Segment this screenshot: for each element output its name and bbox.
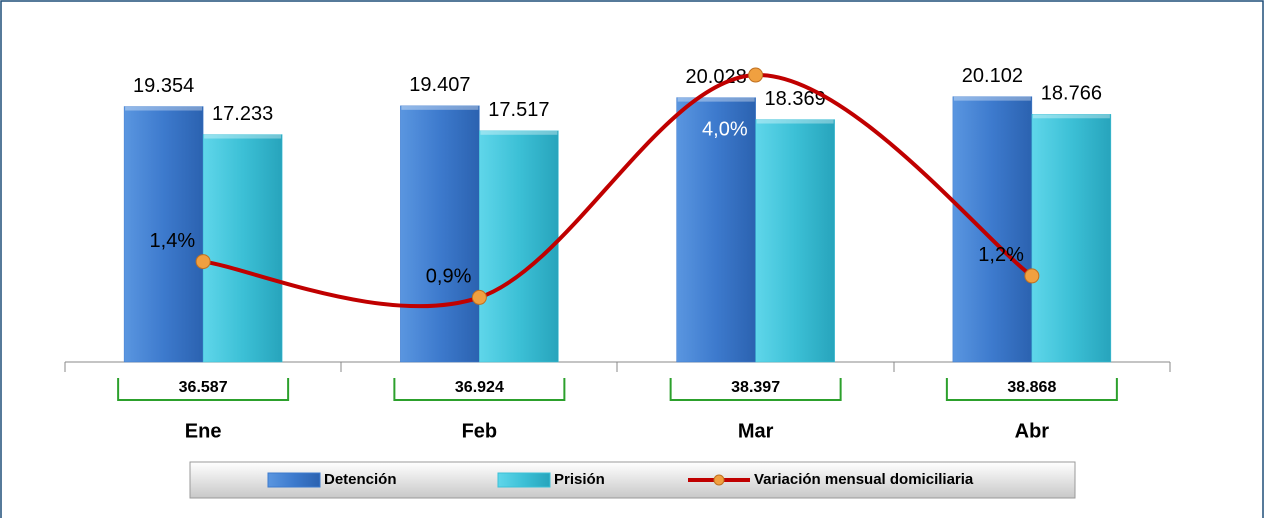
total-label: 38.397 [731,379,780,396]
x-tick-label: Abr [1015,420,1050,442]
total-label: 36.587 [179,379,228,396]
x-tick-label: Feb [462,420,498,442]
x-tick-label: Mar [738,420,774,442]
legend-label: Prisión [554,471,605,488]
bar [755,119,835,363]
value-label: 19.354 [133,75,194,97]
line [202,73,1034,309]
line-marker [471,289,487,305]
bar-bevel [756,119,834,124]
value-label: 20.102 [962,65,1023,87]
bar-bevel [677,97,755,102]
line-value-label: 1,2% [978,244,1024,266]
total-bracket [669,378,842,401]
bar [952,96,1033,363]
total-label: 38.868 [1007,379,1056,396]
total-bracket [117,378,290,401]
line-value-label: 0,9% [426,266,472,288]
legend-label: Variación mensual domiciliaria [754,471,974,488]
line-marker [1024,268,1040,284]
bar [123,106,204,363]
line-value-label: 4,0% [702,118,748,140]
bar-bevel [401,105,479,110]
value-label: 17.233 [212,103,273,125]
total-bracket [393,378,566,401]
total-bracket [945,378,1118,401]
bar [202,134,283,363]
legend-box [189,461,1076,499]
bar [1031,114,1112,363]
bar-bevel [204,134,282,139]
bar [479,130,559,363]
value-label: 17.517 [488,99,549,121]
bar-bevel [953,96,1031,101]
line-marker [748,67,764,83]
bar-bevel [1032,114,1110,119]
value-label: 19.407 [409,74,470,96]
bar [676,97,756,363]
line-value-label: 1,4% [150,230,196,252]
value-label: 18.369 [765,88,826,110]
total-label: 36.924 [455,379,504,396]
legend-swatch [497,472,551,488]
axis-ticks [64,362,1171,372]
legend-swatch [267,472,321,488]
line-marker [195,254,211,270]
legend-label: Detención [324,471,397,488]
value-label: 18.766 [1041,83,1102,105]
bar-bevel [125,106,203,111]
legend-marker [713,474,725,486]
x-tick-label: Ene [185,420,222,442]
value-label: 20.028 [686,66,747,88]
bar-bevel [480,130,558,135]
bar [400,105,480,363]
